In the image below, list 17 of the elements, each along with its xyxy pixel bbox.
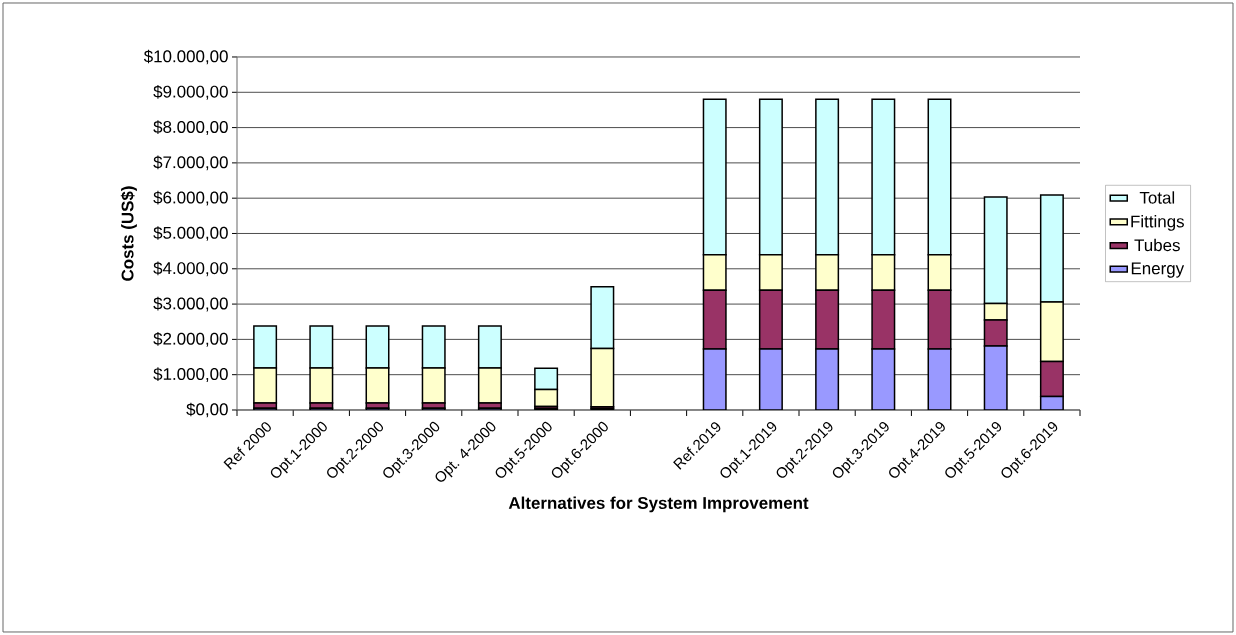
y-tick-label: $2.000,00 (153, 332, 228, 347)
legend-label: Tubes (1134, 238, 1180, 252)
y-tick-label: $7.000,00 (153, 155, 228, 171)
y-tick-label: $0,00 (186, 402, 228, 418)
y-tick-label: $6.000,00 (153, 190, 228, 206)
legend-label: Energy (1131, 262, 1185, 278)
y-tick-label: $10.000,00 (143, 49, 228, 65)
y-tick-label: $4.000,00 (153, 261, 228, 277)
legend-label: Fittings (1131, 215, 1184, 231)
y-tick-label: $5.000,00 (153, 226, 228, 241)
legend-label: Total (1139, 191, 1175, 204)
y-tick-label: $1.000,00 (153, 367, 228, 383)
x-axis-title: Alternatives for System Improvement (508, 496, 809, 513)
y-axis-title: Costs (US$) (120, 186, 137, 281)
y-tick-label: $8.000,00 (153, 120, 228, 135)
y-tick-label: $3.000,00 (153, 296, 228, 312)
y-tick-label: $9.000,00 (153, 84, 228, 100)
